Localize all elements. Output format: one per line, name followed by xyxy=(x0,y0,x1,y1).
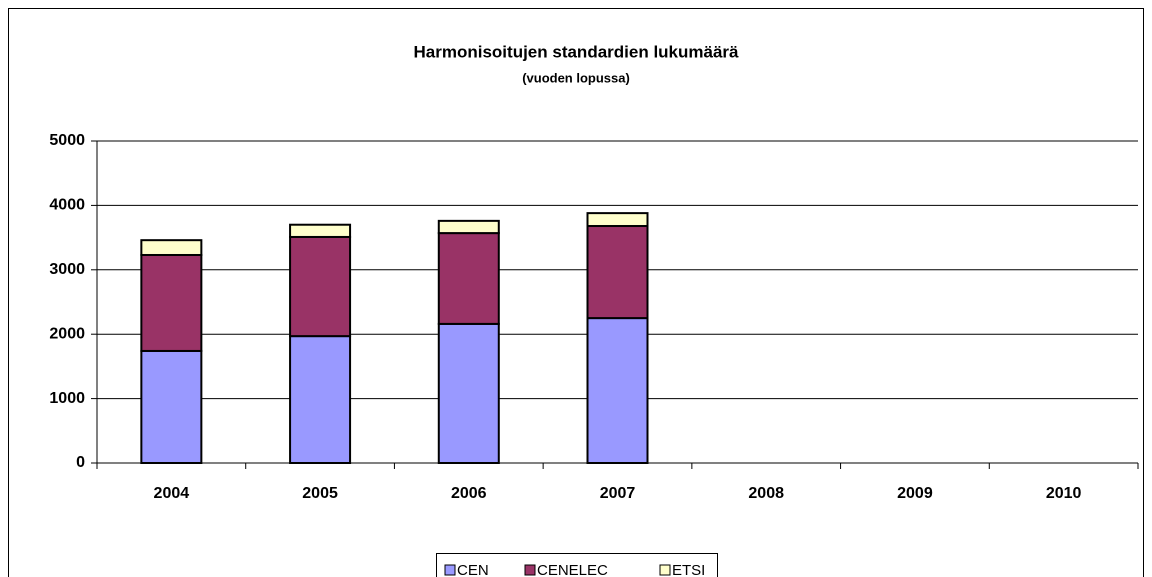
x-tick-label: 2010 xyxy=(1046,485,1082,502)
legend-label: CEN xyxy=(457,562,489,577)
bar-segment xyxy=(140,349,203,464)
x-tick-label: 2009 xyxy=(897,485,933,502)
bar-segment xyxy=(586,317,649,464)
y-tick-label: 0 xyxy=(76,454,85,471)
legend-swatch xyxy=(444,564,456,576)
bar-segment xyxy=(586,225,649,320)
bar-segment xyxy=(437,219,500,235)
legend-swatch xyxy=(524,564,536,576)
y-tick-label: 1000 xyxy=(49,390,85,407)
y-tick-label: 4000 xyxy=(49,197,85,214)
legend-box xyxy=(436,553,718,577)
x-tick-label: 2005 xyxy=(302,485,338,502)
x-tick-label: 2008 xyxy=(748,485,784,502)
bar-segment xyxy=(289,223,352,238)
bar-segment xyxy=(586,212,649,228)
bar-segment xyxy=(289,335,352,464)
x-tick-label: 2007 xyxy=(600,485,636,502)
legend-label: CENELEC xyxy=(537,562,608,577)
bar-segment xyxy=(437,232,500,325)
chart-title: Harmonisoitujen standardien lukumäärä xyxy=(414,42,740,61)
bar-segment xyxy=(140,239,203,256)
bar-segment xyxy=(140,253,203,352)
chart-subtitle: (vuoden lopussa) xyxy=(522,70,630,85)
bar-segment xyxy=(289,235,352,338)
x-tick-label: 2004 xyxy=(154,485,190,502)
y-tick-label: 5000 xyxy=(49,132,85,149)
x-tick-label: 2006 xyxy=(451,485,487,502)
legend-swatch xyxy=(659,564,671,576)
legend-label: ETSI xyxy=(672,562,705,577)
bar-segment xyxy=(437,322,500,464)
y-tick-label: 3000 xyxy=(49,261,85,278)
y-tick-label: 2000 xyxy=(49,325,85,342)
